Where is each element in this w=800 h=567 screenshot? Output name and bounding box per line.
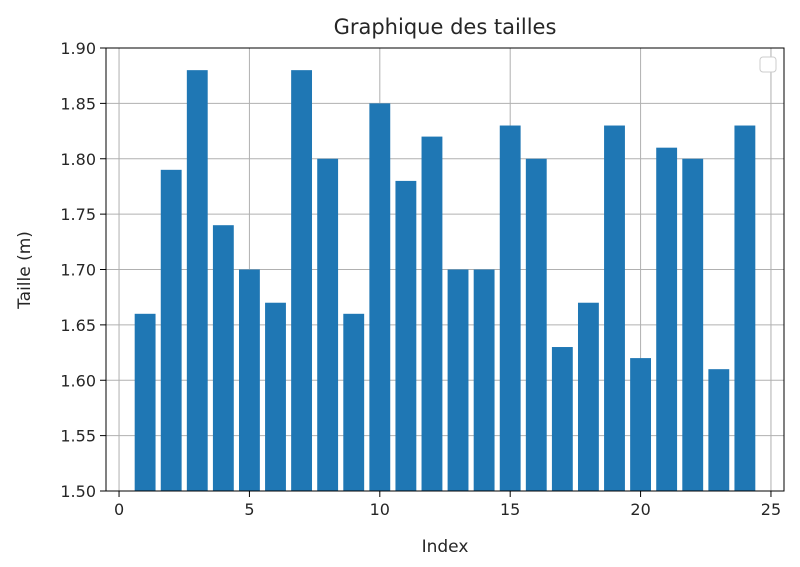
y-tick-label: 1.85: [60, 94, 96, 113]
x-tick-label: 15: [500, 500, 520, 519]
bar: [499, 125, 521, 492]
y-tick-label: 1.55: [60, 427, 96, 446]
y-tick-label: 1.90: [60, 39, 96, 58]
bar: [734, 125, 756, 492]
bar: [265, 302, 286, 491]
y-tick-label: 1.50: [60, 482, 96, 501]
bar: [186, 70, 208, 492]
y-axis-label: Taille (m): [15, 231, 35, 310]
bar: [447, 269, 469, 491]
y-tick-label: 1.70: [60, 261, 96, 280]
x-tick-label: 5: [244, 500, 254, 519]
bar: [212, 225, 234, 491]
bar: [317, 158, 339, 491]
bar: [134, 313, 156, 491]
y-axis-ticks: 1.50 1.55 1.60 1.65 1.70 1.75 1.80 1.85 1.90: [60, 39, 106, 501]
chart-title: Graphique des tailles: [334, 15, 557, 39]
bar: [160, 169, 182, 491]
bar: [708, 369, 730, 491]
bars: [134, 70, 756, 492]
x-tick-label: 25: [761, 500, 781, 519]
bar: [682, 158, 704, 491]
bar: [395, 180, 417, 491]
y-tick-label: 1.75: [60, 205, 96, 224]
bar: [238, 269, 260, 491]
y-tick-label: 1.60: [60, 371, 96, 390]
x-axis-ticks: 0 5 10 15 20 25: [114, 491, 781, 519]
bar: [551, 347, 573, 491]
x-axis-label: Index: [422, 537, 469, 557]
x-tick-label: 20: [630, 500, 650, 519]
bar: [630, 358, 652, 491]
legend-box: [759, 56, 777, 73]
bar: [577, 302, 599, 491]
bar: [369, 103, 391, 491]
bar: [291, 70, 313, 492]
y-tick-label: 1.80: [60, 150, 96, 169]
bar: [604, 125, 625, 492]
x-tick-label: 0: [114, 500, 124, 519]
x-tick-label: 10: [370, 500, 390, 519]
bar: [343, 313, 365, 491]
bar: [421, 136, 443, 491]
y-tick-label: 1.65: [60, 316, 96, 335]
bar: [656, 147, 678, 492]
bar: [473, 269, 495, 491]
bar: [525, 158, 547, 491]
